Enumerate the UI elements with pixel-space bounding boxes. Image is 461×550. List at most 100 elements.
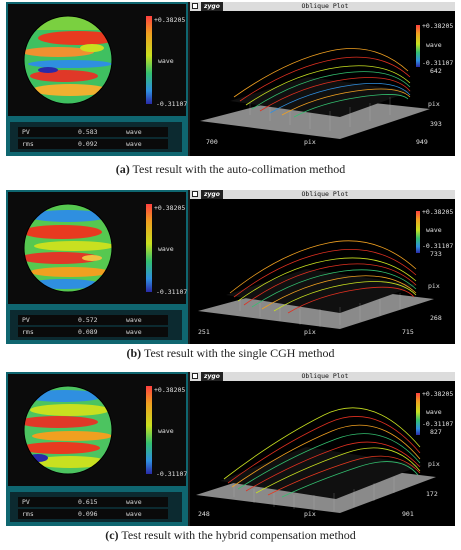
y-axis-max: 827 xyxy=(430,428,442,436)
zygo-logo: zygo xyxy=(201,2,223,11)
window-close-box[interactable] xyxy=(192,191,198,197)
pv-value: 0.572 xyxy=(78,316,98,324)
scale-max-label: +0.38205 xyxy=(154,16,186,24)
x-axis-min: 251 xyxy=(198,328,210,336)
surface-map xyxy=(23,203,152,293)
plot-scale-unit: wave xyxy=(426,408,442,416)
y-axis-max: 642 xyxy=(430,67,442,75)
color-scale-bar xyxy=(146,16,152,104)
figure-b-panel: +0.38205 wave -0.31107 PV 0.572 wave rms… xyxy=(6,190,455,344)
plot-scale-unit: wave xyxy=(426,226,442,234)
window-titlebar: zygo Oblique Plot xyxy=(190,190,455,199)
surface-map-fill xyxy=(24,16,112,104)
x-axis-max: 949 xyxy=(416,138,428,146)
surface-map xyxy=(23,15,152,105)
y-axis-label: pix xyxy=(428,100,440,108)
y-axis-min: 268 xyxy=(430,314,442,322)
surface-map-pane: +0.38205 wave -0.31107 PV 0.583 wave rms… xyxy=(6,2,188,156)
caption-tag: (c) xyxy=(105,528,119,542)
x-axis-max: 901 xyxy=(402,510,414,518)
surface-map-fill xyxy=(24,204,112,292)
color-scale-bar xyxy=(146,204,152,292)
surface-map xyxy=(23,385,152,475)
x-axis-label: pix xyxy=(304,138,316,146)
pv-unit: wave xyxy=(126,498,142,506)
caption-text: Test result with the single CGH method xyxy=(143,346,335,360)
pv-value: 0.583 xyxy=(78,128,98,136)
plot-scale-max: +0.38205 xyxy=(422,390,454,398)
pv-unit: wave xyxy=(126,316,142,324)
figure-a-panel: +0.38205 wave -0.31107 PV 0.583 wave rms… xyxy=(6,2,455,156)
surface-map-frame: +0.38205 wave -0.31107 xyxy=(8,4,187,116)
color-scale-bar xyxy=(146,386,152,474)
pv-label: PV xyxy=(22,128,30,136)
rms-readout: rms 0.092 wave xyxy=(18,139,168,149)
rms-unit: wave xyxy=(126,328,142,336)
surface-map-pane: +0.38205 wave -0.31107 PV 0.572 wave rms… xyxy=(6,190,188,344)
surface-map-frame: +0.38205 wave -0.31107 xyxy=(8,192,188,304)
plot-scale-min: -0.31107 xyxy=(422,242,454,250)
y-axis-min: 172 xyxy=(426,490,438,498)
window-title: Oblique Plot xyxy=(301,2,349,10)
window-close-box[interactable] xyxy=(192,3,198,9)
y-axis-label: pix xyxy=(428,460,440,468)
window-close-box[interactable] xyxy=(192,373,198,379)
rms-value: 0.092 xyxy=(78,140,98,148)
figure-c-caption: (c) Test result with the hybrid compensa… xyxy=(0,528,461,543)
oblique-plot-window: zygo Oblique Plot xyxy=(190,372,455,526)
scale-unit-label: wave xyxy=(158,245,174,253)
x-axis-min: 700 xyxy=(206,138,218,146)
pv-readout: PV 0.572 wave xyxy=(18,315,168,325)
surface-map-fill xyxy=(24,386,112,474)
scale-max-label: +0.38205 xyxy=(154,386,186,394)
plot-color-scale xyxy=(416,393,420,435)
window-title: Oblique Plot xyxy=(301,190,349,198)
measurement-readouts: PV 0.615 wave rms 0.096 wave xyxy=(10,492,182,522)
caption-tag: (a) xyxy=(115,162,130,176)
x-axis-label: pix xyxy=(304,510,316,518)
rms-label: rms xyxy=(22,328,34,336)
zygo-logo: zygo xyxy=(201,372,223,381)
y-axis-label: pix xyxy=(428,282,440,290)
x-axis-min: 248 xyxy=(198,510,210,518)
scale-unit-label: wave xyxy=(158,57,174,65)
rms-unit: wave xyxy=(126,510,142,518)
plot-scale-min: -0.31107 xyxy=(422,420,454,428)
scale-min-label: -0.31107 xyxy=(156,288,188,296)
x-axis-label: pix xyxy=(304,328,316,336)
rms-readout: rms 0.096 wave xyxy=(18,509,168,519)
pv-value: 0.615 xyxy=(78,498,98,506)
x-axis-max: 715 xyxy=(402,328,414,336)
surface-map-frame: +0.38205 wave -0.31107 xyxy=(8,374,187,486)
surface-map-pane: +0.38205 wave -0.31107 PV 0.615 wave rms… xyxy=(6,372,188,526)
oblique-surface-plot xyxy=(200,25,430,139)
plot-scale-max: +0.38205 xyxy=(422,22,454,30)
window-titlebar: zygo Oblique Plot xyxy=(190,2,455,11)
pv-readout: PV 0.615 wave xyxy=(18,497,168,507)
plot-scale-max: +0.38205 xyxy=(422,208,454,216)
oblique-surface-plot xyxy=(198,211,434,329)
pv-label: PV xyxy=(22,316,30,324)
rms-value: 0.096 xyxy=(78,510,98,518)
caption-tag: (b) xyxy=(126,346,142,360)
measurement-readouts: PV 0.583 wave rms 0.092 wave xyxy=(10,122,182,152)
caption-text: Test result with the hybrid compensation… xyxy=(121,528,356,542)
rms-label: rms xyxy=(22,510,34,518)
rms-readout: rms 0.089 wave xyxy=(18,327,168,337)
rms-unit: wave xyxy=(126,140,142,148)
pv-readout: PV 0.583 wave xyxy=(18,127,168,137)
measurement-readouts: PV 0.572 wave rms 0.089 wave xyxy=(10,310,182,340)
caption-text: Test result with the auto-collimation me… xyxy=(132,162,346,176)
window-titlebar: zygo Oblique Plot xyxy=(190,372,455,381)
plot-color-scale xyxy=(416,211,420,253)
figure-b-caption: (b) Test result with the single CGH meth… xyxy=(0,346,461,361)
plot-color-scale xyxy=(416,25,420,67)
oblique-plot-window: zygo Oblique Plot xyxy=(190,2,455,156)
zygo-logo: zygo xyxy=(201,190,223,199)
plot-scale-unit: wave xyxy=(426,41,442,49)
oblique-surface-plot xyxy=(196,393,436,513)
scale-max-label: +0.38205 xyxy=(154,204,186,212)
window-title: Oblique Plot xyxy=(301,372,349,380)
scale-unit-label: wave xyxy=(158,427,174,435)
y-axis-max: 733 xyxy=(430,250,442,258)
